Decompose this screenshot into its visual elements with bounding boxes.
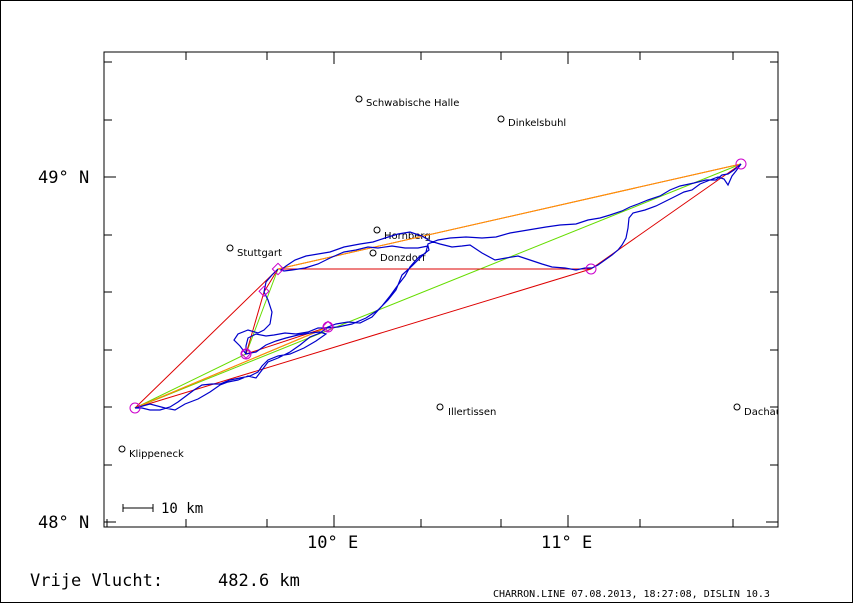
town-label: Dinkelsbuhl (508, 118, 566, 129)
town-dachau: Dachau (733, 403, 782, 418)
town-label: Schwabische Halle (366, 98, 459, 109)
map-frame (103, 51, 779, 528)
town-schwabische-halle: Schwabische Halle (355, 95, 459, 109)
connector-lines (134, 163, 742, 409)
town-marker (733, 403, 741, 411)
turnpoint-8-icon (322, 320, 334, 332)
flight-track-spur (233, 268, 279, 355)
town-label: Hornberg (384, 231, 431, 242)
town-dinkelsbuhl: Dinkelsbuhl (497, 115, 566, 129)
town-donzdorf: Donzdorf (369, 249, 426, 264)
town-marker (118, 445, 126, 453)
town-marker (369, 249, 377, 257)
town-label: Stuttgart (237, 248, 282, 259)
town-marker (497, 115, 505, 123)
credit-line: CHARRON.LINE 07.08.2013, 18:27:08, DISLI… (493, 589, 770, 600)
town-hornberg: Hornberg (373, 226, 431, 242)
turnpoint-3-icon (735, 158, 747, 170)
town-illertissen: Illertissen (436, 403, 496, 418)
lon-label-10: 10° E (307, 533, 358, 553)
turnpoint-7-icon (240, 347, 252, 359)
distance-label: Vrije Vlucht: (30, 571, 163, 591)
town-label: Klippeneck (129, 449, 184, 460)
turnpoint-start-icon (129, 402, 141, 414)
town-marker (436, 403, 444, 411)
town-marker (355, 95, 363, 103)
town-label: Donzdorf (380, 253, 426, 264)
route-lines (134, 163, 742, 409)
town-marker (226, 244, 234, 252)
town-marker (373, 226, 381, 234)
lat-label-49: 49° N (38, 168, 89, 188)
scale-bar: 10 km (122, 501, 203, 517)
lat-label-48: 48° N (38, 513, 89, 533)
axis-ticks (104, 52, 778, 527)
town-label: Dachau (744, 407, 782, 418)
scale-bar-label: 10 km (161, 501, 203, 517)
town-label: Illertissen (448, 407, 496, 418)
town-klippeneck: Klippeneck (118, 445, 184, 460)
turnpoint-5-icon (271, 262, 285, 276)
town-stuttgart: Stuttgart (226, 244, 282, 259)
lon-label-11: 11° E (541, 533, 592, 553)
turnpoints (129, 158, 747, 414)
turnpoint-4-icon (585, 263, 597, 275)
distance-value: 482.6 km (218, 571, 300, 591)
turnpoint-6-icon (258, 285, 270, 297)
